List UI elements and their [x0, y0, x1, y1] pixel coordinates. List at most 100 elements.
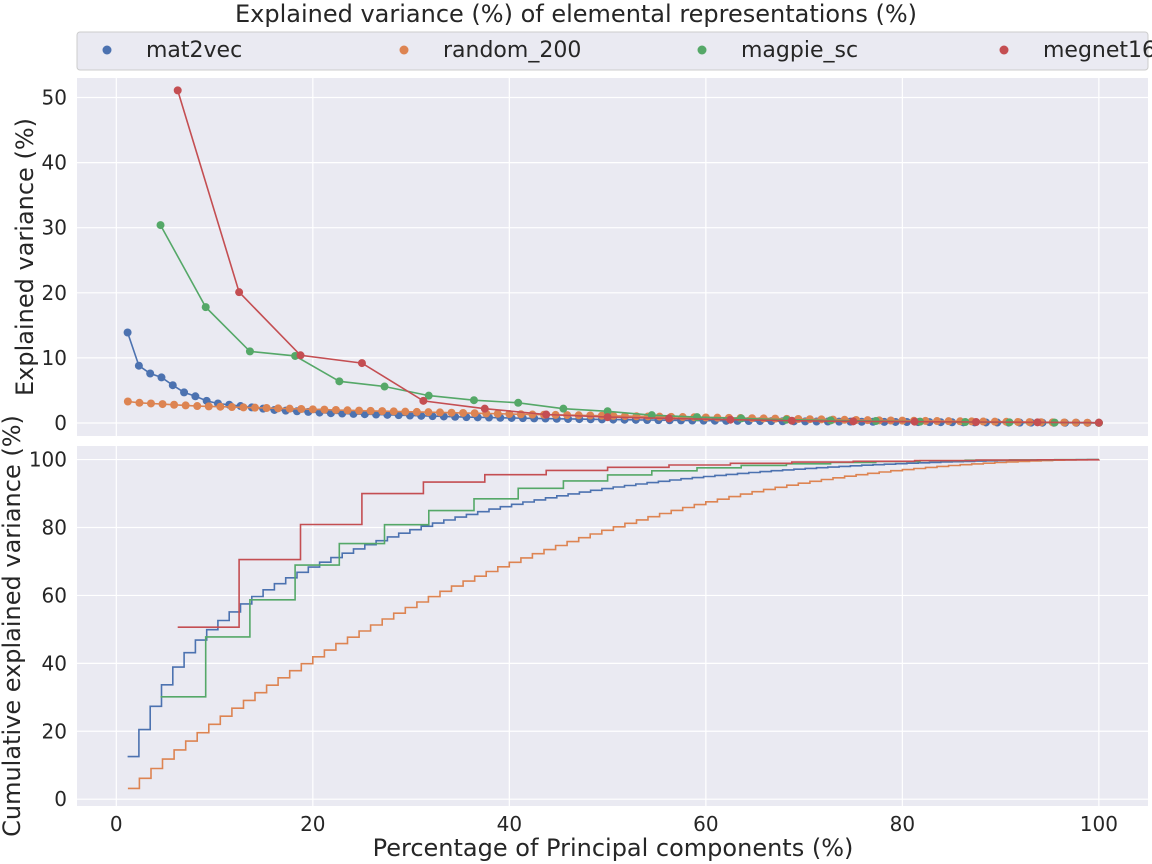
top-point-random-200-2 — [146, 399, 155, 408]
top-point-megnet16-12 — [910, 417, 919, 426]
explained-variance-panel: 0 10 20 30 40 50 Explained variance (%) — [11, 78, 1148, 436]
top-point-random-200-27 — [435, 408, 444, 417]
top-point-random-200-18 — [331, 405, 340, 414]
top-point-mat2vec-2 — [146, 369, 155, 378]
top-point-random-200-29 — [459, 408, 468, 417]
top-point-megnet16-4 — [419, 396, 428, 405]
legend-marker-random-200 — [399, 45, 409, 55]
top-point-random-200-10 — [239, 403, 248, 412]
top-y-axis-label: Explained variance (%) — [11, 118, 39, 396]
top-ytick-50: 50 — [42, 86, 67, 110]
bottom-y-axis-label: Cumulative explained variance (%) — [0, 415, 26, 837]
top-point-megnet16-2 — [296, 351, 305, 360]
legend: mat2vec random_200 magpie_sc megnet16 — [76, 31, 1152, 71]
top-point-random-200-28 — [447, 408, 456, 417]
top-point-random-200-26 — [424, 408, 433, 417]
top-point-magpie-sc-2 — [245, 347, 254, 356]
top-point-random-200-16 — [308, 405, 317, 414]
top-point-megnet16-7 — [603, 413, 612, 422]
top-point-random-200-25 — [412, 407, 421, 416]
x-axis-label: Percentage of Principal components (%) — [373, 834, 854, 862]
top-point-random-200-22 — [378, 407, 387, 416]
top-point-random-200-6 — [193, 402, 202, 411]
top-point-random-200-4 — [170, 400, 179, 409]
top-point-random-200-8 — [216, 402, 225, 411]
top-point-megnet16-8 — [664, 414, 673, 423]
legend-marker-megnet16 — [999, 45, 1009, 55]
legend-marker-mat2vec — [102, 45, 112, 55]
top-point-megnet16-5 — [480, 404, 489, 413]
top-ytick-10: 10 — [42, 346, 67, 370]
bottom-ytick-100: 100 — [29, 448, 67, 472]
cumulative-variance-panel: 0 20 40 60 80 100 Cumulative explained varian… — [0, 415, 1148, 837]
top-point-mat2vec-6 — [191, 392, 200, 401]
bottom-step-random-200 — [127, 458, 1100, 790]
top-point-mat2vec-1 — [134, 361, 143, 370]
top-point-megnet16-3 — [357, 359, 366, 368]
top-point-megnet16-9 — [726, 415, 735, 424]
top-point-random-200-5 — [181, 401, 190, 410]
xtick-0: 0 — [110, 812, 123, 836]
bottom-ytick-20: 20 — [42, 719, 67, 743]
top-point-random-200-19 — [343, 406, 352, 415]
top-line-megnet16 — [176, 90, 1099, 424]
top-point-megnet16-1 — [235, 288, 244, 297]
top-point-random-200-14 — [285, 404, 294, 413]
top-point-magpie-sc-11 — [647, 411, 656, 420]
top-point-megnet16-15 — [1094, 418, 1103, 427]
top-point-megnet16-14 — [1033, 418, 1042, 427]
top-point-megnet16-10 — [787, 416, 796, 425]
top-point-random-200-20 — [355, 406, 364, 415]
top-point-random-200-35 — [528, 410, 537, 419]
legend-label-random-200: random_200 — [443, 38, 581, 63]
top-point-random-200-7 — [204, 402, 213, 411]
top-point-random-200-60 — [817, 415, 826, 424]
top-point-random-200-3 — [158, 400, 167, 409]
top-point-random-200-21 — [366, 406, 375, 415]
bottom-series — [127, 458, 1100, 790]
top-point-megnet16-11 — [849, 417, 858, 426]
top-point-magpie-sc-9 — [559, 404, 568, 413]
top-y-tick-labels: 0 10 20 30 40 50 — [42, 86, 67, 435]
legend-label-megnet16: megnet16 — [1043, 38, 1152, 63]
top-point-random-200-24 — [401, 407, 410, 416]
top-ytick-40: 40 — [42, 151, 67, 175]
top-ytick-20: 20 — [42, 281, 67, 305]
top-point-magpie-sc-8 — [514, 398, 523, 407]
top-ytick-0: 0 — [54, 411, 67, 435]
xtick-60: 60 — [693, 812, 718, 836]
bottom-ytick-60: 60 — [42, 583, 67, 607]
top-point-mat2vec-21 — [360, 410, 369, 419]
top-point-megnet16-0 — [173, 86, 182, 95]
bottom-panel-background — [77, 446, 1148, 806]
top-point-random-200-32 — [493, 409, 502, 418]
top-series — [123, 86, 1103, 427]
top-point-magpie-sc-12 — [693, 413, 702, 422]
bottom-step-mat2vec — [127, 458, 1099, 758]
top-point-random-200-9 — [227, 403, 236, 412]
legend-marker-magpie-sc — [697, 45, 707, 55]
top-point-magpie-sc-7 — [469, 396, 478, 405]
top-point-random-200-17 — [320, 405, 329, 414]
x-tick-labels: 0 20 40 60 80 100 — [110, 812, 1118, 836]
top-point-random-200-46 — [655, 412, 664, 421]
top-point-megnet16-13 — [972, 418, 981, 427]
legend-label-mat2vec: mat2vec — [146, 38, 242, 63]
top-point-random-200-30 — [470, 409, 479, 418]
top-point-magpie-sc-6 — [424, 391, 433, 400]
top-point-magpie-sc-5 — [380, 382, 389, 391]
bottom-ytick-80: 80 — [42, 516, 67, 540]
top-point-random-200-23 — [389, 407, 398, 416]
top-point-magpie-sc-1 — [201, 303, 210, 312]
chart-title: Explained variance (%) of elemental repr… — [235, 0, 917, 28]
top-panel-background — [77, 78, 1148, 436]
top-point-mat2vec-5 — [180, 388, 189, 397]
top-point-megnet16-6 — [542, 410, 551, 419]
top-point-random-200-15 — [297, 404, 306, 413]
top-point-random-200-1 — [135, 398, 144, 407]
top-point-random-200-40 — [586, 411, 595, 420]
bottom-ytick-0: 0 — [54, 787, 67, 811]
top-point-random-200-0 — [123, 397, 132, 406]
top-point-random-200-11 — [251, 403, 260, 412]
